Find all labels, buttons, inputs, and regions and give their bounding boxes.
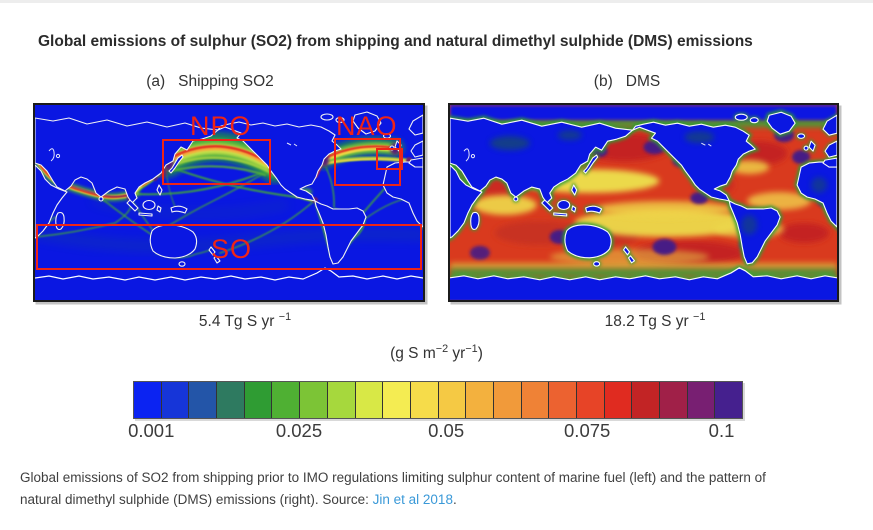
colorbar-cell [327, 382, 356, 418]
colorbar-cell [687, 382, 716, 418]
colorbar-tick-label: 0.1 [708, 420, 735, 441]
source-link[interactable]: Jin et al 2018 [372, 491, 453, 507]
land-vegetation-spots [489, 130, 828, 235]
total-dms: 18.2 Tg S yr −1 [604, 311, 706, 331]
colorbar-cell [272, 382, 301, 418]
superscript: −2 [435, 343, 449, 355]
colorbar-cell [632, 382, 661, 418]
colorbar-cell [355, 382, 384, 418]
dms-map [448, 103, 839, 302]
colorbar-units-label: (g S m−2 yr−1) [390, 343, 483, 363]
colorbar-cell [134, 382, 162, 418]
shipping-so2-map: NPO NAO SO [30, 103, 428, 302]
superscript: −1 [278, 311, 292, 323]
caption-line1: Global emissions of SO2 from shipping pr… [20, 470, 766, 485]
colorbar-cell [244, 382, 273, 418]
so-region-box [36, 224, 422, 270]
colorbar-cell [493, 382, 522, 418]
colorbar [133, 381, 743, 419]
nao-region-label: NAO [336, 111, 398, 141]
total-shipping-so2: 5.4 Tg S yr −1 [198, 311, 292, 331]
caption-suffix: . [452, 491, 457, 507]
colorbar-ticks: 0.001 0.025 0.05 0.075 0.1 [128, 420, 741, 444]
colorbar-cell [660, 382, 688, 418]
colorbar-cell [383, 382, 411, 418]
superscript: −1 [693, 311, 706, 323]
colorbar-tick-label: 0.075 [564, 420, 611, 441]
colorbar-cell [521, 382, 550, 418]
colorbar-cell [715, 382, 743, 418]
colorbar-cell [189, 382, 218, 418]
so-region-label: SO [211, 234, 252, 264]
npo-region-label: NPO [190, 111, 252, 141]
panel-b-index: (b) [593, 73, 613, 90]
region-annotations: NPO NAO SO [36, 111, 422, 270]
nao-sub-region-box [376, 148, 403, 170]
colorbar-tick-label: 0.05 [428, 420, 465, 441]
colorbar-tick-label: 0.001 [128, 420, 175, 441]
npo-region-box [162, 139, 271, 185]
colorbar-cell [577, 382, 605, 418]
colorbar-cell [217, 382, 245, 418]
colorbar-tick-label: 0.025 [275, 420, 323, 441]
nao-region-box [334, 138, 401, 186]
top-divider [0, 0, 873, 3]
panel-a-title: (a) Shipping SO2 [15, 73, 405, 91]
panel-b-title: (b) DMS [432, 73, 822, 91]
figure-title: Global emissions of sulphur (SO2) from s… [38, 33, 753, 50]
superscript: −1 [465, 343, 478, 355]
colorbar-cell [161, 382, 190, 418]
colorbar-cell [466, 382, 494, 418]
dms-map-svg [450, 105, 837, 300]
figure-caption: Global emissions of SO2 from shipping pr… [20, 467, 846, 511]
panel-a-index: (a) [146, 73, 166, 90]
colorbar-cell [410, 382, 439, 418]
shipping-so2-map-svg: NPO NAO SO [30, 105, 428, 300]
colorbar-cell [549, 382, 577, 418]
caption-line2: natural dimethyl sulphide (DMS) emission… [20, 491, 373, 507]
panel-b-label: DMS [625, 73, 661, 90]
colorbar-cell [438, 382, 467, 418]
colorbar-cell [604, 382, 633, 418]
panel-a-label: Shipping SO2 [178, 73, 274, 90]
colorbar-cell [300, 382, 328, 418]
